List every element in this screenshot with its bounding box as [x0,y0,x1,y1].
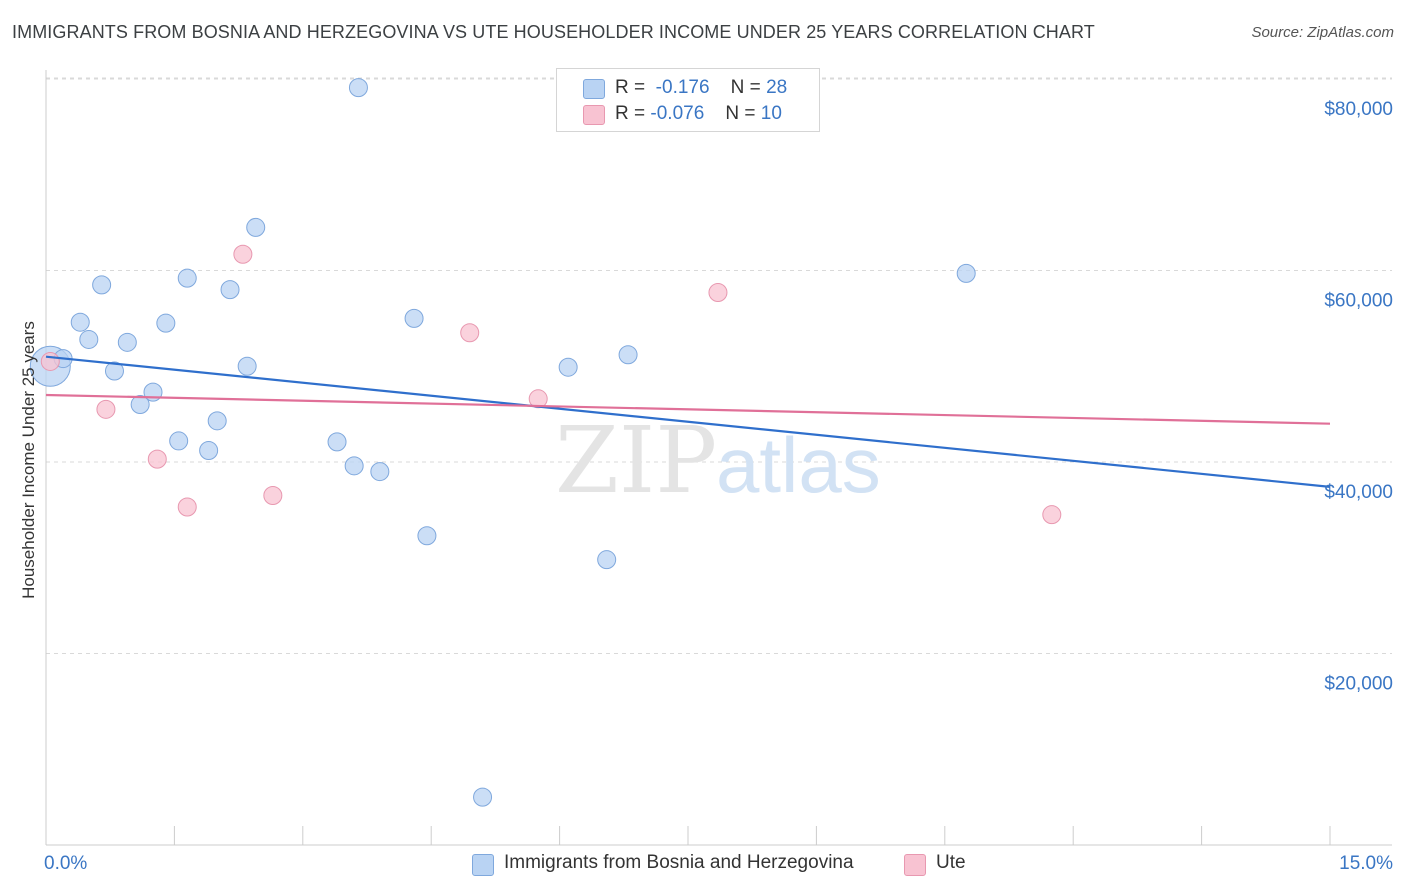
bottom-legend-swatch-blue [472,854,494,876]
legend-swatch-pink [583,105,605,125]
y-tick-label-40000: $40,000 [1324,482,1393,503]
watermark-atlas: atlas [716,421,881,509]
data-point-s1-21 [404,308,424,328]
legend-r-label-1: R = [615,77,646,98]
data-point-s1-18 [348,78,368,98]
data-point-s1-11 [177,268,197,288]
trend-layer [45,355,1331,488]
points-layer [29,78,1062,807]
data-point-s2-1 [96,399,116,419]
data-point-s1-17 [327,432,347,452]
y-axis-label: Householder Income Under 25 years [19,321,38,599]
data-point-s1-5 [104,361,124,381]
data-point-s1-19 [344,456,364,476]
bottom-legend-swatch-pink [904,854,926,876]
legend-r-value-2: -0.076 [650,103,705,124]
data-point-s1-22 [417,526,437,546]
y-tick-label-20000: $20,000 [1324,674,1393,695]
data-point-s1-27 [956,263,976,283]
legend-n-label-1: N = [730,77,761,98]
data-point-s1-9 [156,313,176,333]
data-point-s1-24 [558,357,578,377]
y-tick-label-80000: $80,000 [1324,99,1393,120]
data-point-s2-5 [263,486,283,506]
legend-swatch-blue [583,79,605,99]
data-point-s2-4 [233,244,253,264]
chart-title: IMMIGRANTS FROM BOSNIA AND HERZEGOVINA V… [12,22,1095,42]
data-point-s1-20 [370,462,390,482]
data-point-s2-9 [1042,505,1062,525]
data-point-s1-3 [79,329,99,349]
data-point-s1-15 [237,356,257,376]
trend-line-s2 [45,393,1331,425]
correlation-legend: R = -0.176 N = 28 R = -0.076 N = 10 [556,68,820,132]
y-axis-label-container: Householder Income Under 25 years [8,300,48,620]
data-point-s1-26 [618,345,638,365]
data-point-s1-12 [199,441,219,461]
data-point-s1-14 [220,280,240,300]
source-credit: Source: ZipAtlas.com [1251,24,1394,41]
legend-r-value-1: -0.176 [655,77,710,98]
legend-n-value-2: 10 [760,103,782,124]
data-point-s1-7 [130,395,150,415]
watermark-zip: ZIP [555,407,717,514]
data-point-s1-2 [70,312,90,332]
legend-n-value-1: 28 [766,77,788,98]
trend-line-s1 [45,355,1331,488]
data-point-s1-25 [597,550,617,570]
data-point-s2-6 [460,323,480,343]
bottom-legend-label-1: Immigrants from Bosnia and Herzegovina [504,852,854,873]
data-point-s1-16 [246,217,266,237]
data-point-s2-2 [147,449,167,469]
data-point-s1-23 [473,787,493,807]
data-point-s1-4 [92,275,112,295]
data-point-s2-3 [177,497,197,517]
tick-label-layer: $20,000 $40,000 $60,000 $80,000 0.0% 15.0% [44,99,1393,874]
bottom-legend-label-2: Ute [936,852,966,873]
watermark: ZIP atlas [555,407,881,514]
data-point-s2-8 [708,283,728,303]
legend-n-label-2: N = [725,103,756,124]
data-point-s1-6 [117,332,137,352]
x-tick-label-max: 15.0% [1339,853,1393,874]
data-point-s2-7 [528,389,548,409]
axis-layer [45,70,1392,846]
legend-r-label-2: R = [615,103,646,124]
y-tick-label-60000: $60,000 [1324,291,1393,312]
x-tick-label-min: 0.0% [44,853,87,874]
data-point-s1-10 [169,431,189,451]
data-point-s1-13 [207,411,227,431]
